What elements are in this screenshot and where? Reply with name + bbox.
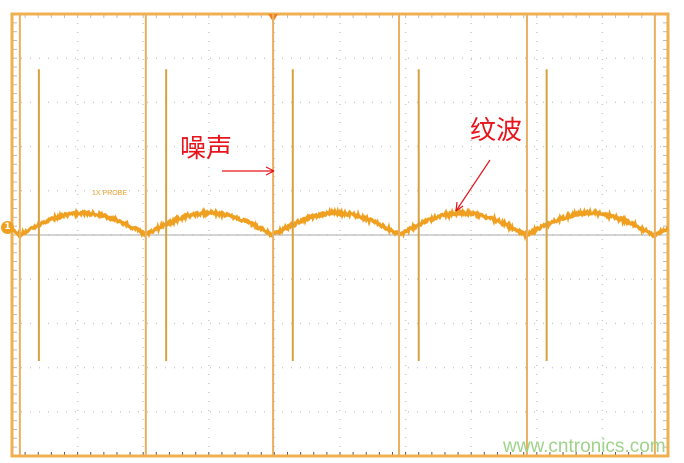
ripple-annotation: 纹波 (470, 110, 522, 147)
watermark: www.cntronics.com (503, 436, 666, 458)
probe-label: 1X PROBE (92, 190, 127, 197)
ripple-trace (12, 211, 668, 236)
noise-annotation: 噪声 (180, 128, 232, 165)
ripple-arrow (456, 160, 490, 211)
channel-1-marker: 1 (1, 221, 14, 234)
